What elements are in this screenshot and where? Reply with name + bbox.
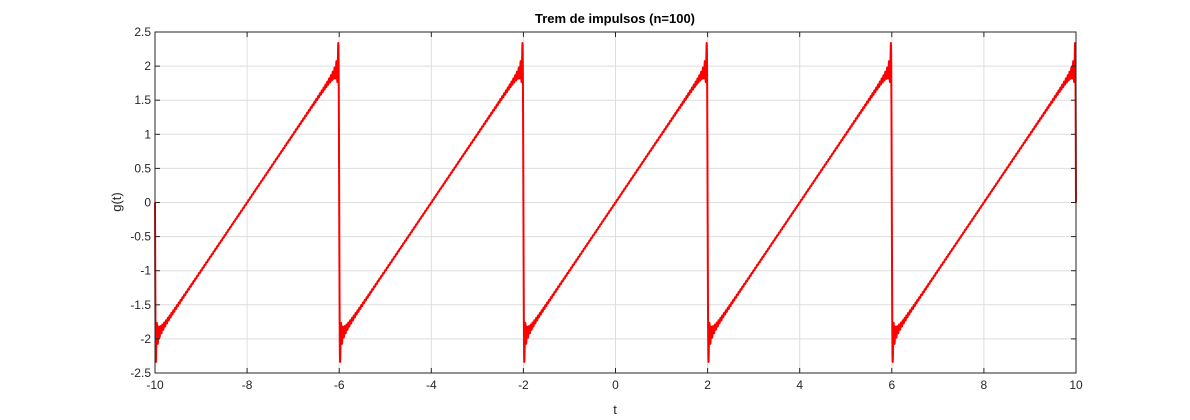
x-axis-label: t <box>613 402 617 417</box>
y-tick-label: 1.5 <box>134 93 151 107</box>
x-tick-label: -2 <box>518 378 529 392</box>
y-tick-label: -1 <box>140 264 151 278</box>
x-tick-label: 0 <box>612 378 619 392</box>
x-tick-label: 6 <box>888 378 895 392</box>
y-tick-label: -2.5 <box>130 366 151 380</box>
y-tick-label: -0.5 <box>130 230 151 244</box>
x-tick-label: -6 <box>334 378 345 392</box>
x-tick-label: 4 <box>796 378 803 392</box>
x-tick-label: -8 <box>242 378 253 392</box>
x-tick-label: 8 <box>981 378 988 392</box>
y-axis: -2.5 -2 -1.5 -1 -0.5 0 0.5 1 1.5 2 2.5 <box>130 25 1076 380</box>
x-tick-label: -10 <box>146 378 164 392</box>
x-tick-label: -4 <box>426 378 437 392</box>
y-tick-label: 2 <box>144 59 151 73</box>
y-tick-label: 0 <box>144 196 151 210</box>
y-axis-label: g(t) <box>109 192 124 212</box>
x-tick-label: 10 <box>1069 378 1083 392</box>
series-layer <box>154 42 1077 363</box>
y-tick-label: 2.5 <box>134 25 151 39</box>
series-line <box>154 42 1077 363</box>
y-tick-label: 1 <box>144 127 151 141</box>
y-tick-label: -2 <box>140 332 151 346</box>
x-axis: -10 -8 -6 -4 -2 0 2 4 6 8 10 <box>146 32 1083 392</box>
y-tick-label: -1.5 <box>130 298 151 312</box>
x-tick-label: 2 <box>704 378 711 392</box>
chart-title: Trem de impulsos (n=100) <box>535 11 695 26</box>
y-tick-label: 0.5 <box>134 161 151 175</box>
